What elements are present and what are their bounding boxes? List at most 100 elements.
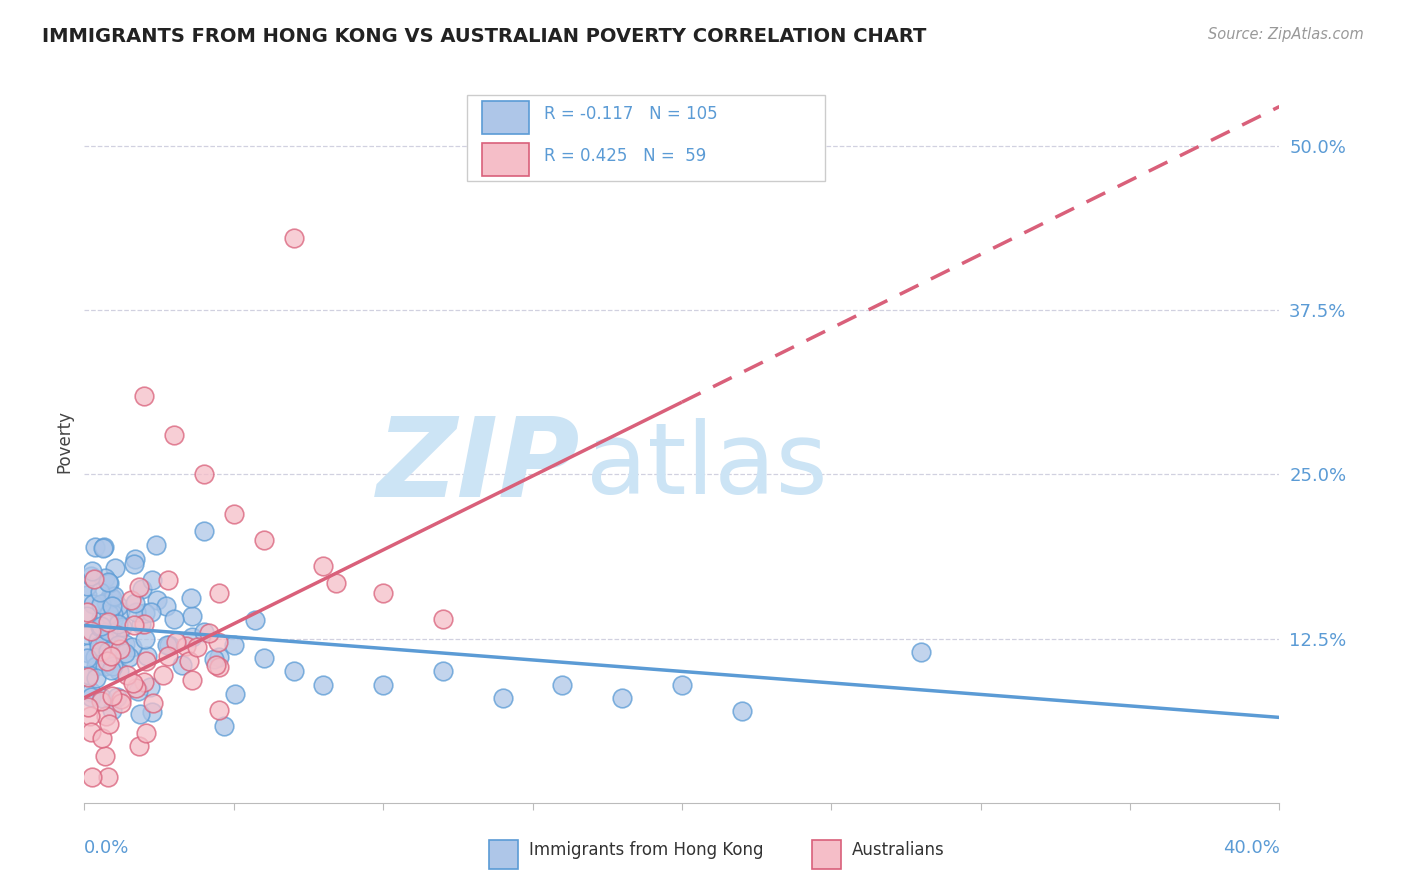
Point bbox=[97, 644, 120, 658]
Point bbox=[155, 599, 177, 613]
Point bbox=[84, 650, 107, 665]
Point bbox=[90, 611, 112, 625]
FancyBboxPatch shape bbox=[482, 101, 529, 135]
Point bbox=[104, 561, 127, 575]
Point bbox=[83, 541, 105, 555]
Point bbox=[432, 612, 454, 626]
Point bbox=[101, 614, 124, 628]
Point bbox=[91, 731, 114, 745]
Point bbox=[110, 692, 132, 706]
Point bbox=[180, 608, 202, 623]
Point bbox=[373, 585, 395, 599]
Point bbox=[283, 665, 305, 679]
Point bbox=[134, 607, 156, 621]
Point bbox=[204, 657, 226, 672]
Point bbox=[163, 428, 186, 442]
Point bbox=[90, 644, 112, 658]
Point bbox=[432, 665, 454, 679]
Point bbox=[79, 708, 101, 723]
Point bbox=[117, 668, 139, 682]
Point bbox=[100, 650, 122, 665]
FancyBboxPatch shape bbox=[467, 95, 825, 181]
Point bbox=[245, 613, 267, 627]
Point bbox=[208, 650, 231, 665]
Point bbox=[76, 700, 98, 714]
Point bbox=[97, 624, 120, 638]
Point bbox=[134, 632, 156, 646]
Point bbox=[139, 680, 162, 694]
Point bbox=[122, 557, 145, 571]
Point bbox=[122, 676, 145, 690]
Point bbox=[165, 634, 187, 648]
Point bbox=[283, 231, 305, 245]
Text: ZIP: ZIP bbox=[377, 413, 581, 520]
Point bbox=[551, 677, 574, 691]
Point bbox=[312, 677, 335, 691]
Point bbox=[107, 617, 129, 632]
Text: R = -0.117   N = 105: R = -0.117 N = 105 bbox=[544, 105, 718, 123]
Point bbox=[87, 640, 110, 654]
Point bbox=[90, 694, 112, 708]
Point bbox=[100, 663, 122, 677]
Point bbox=[208, 660, 231, 674]
Point bbox=[114, 637, 136, 651]
Point bbox=[94, 659, 117, 673]
Point bbox=[89, 584, 111, 599]
Point bbox=[157, 648, 180, 663]
Point bbox=[120, 592, 142, 607]
Point bbox=[141, 573, 163, 587]
Point bbox=[121, 640, 143, 654]
Point bbox=[100, 648, 122, 663]
Point bbox=[80, 725, 103, 739]
Point bbox=[181, 673, 204, 687]
Point bbox=[104, 630, 127, 644]
Point bbox=[101, 599, 124, 613]
Point bbox=[77, 627, 100, 641]
Point bbox=[118, 650, 141, 665]
Point bbox=[208, 586, 231, 600]
Text: 40.0%: 40.0% bbox=[1223, 838, 1279, 857]
Point bbox=[186, 640, 208, 654]
Point bbox=[107, 599, 129, 613]
Point bbox=[97, 575, 120, 590]
Point bbox=[181, 630, 204, 644]
Point bbox=[156, 638, 179, 652]
Point bbox=[83, 572, 105, 586]
Point bbox=[157, 573, 180, 587]
Point bbox=[224, 687, 246, 701]
Point bbox=[127, 684, 149, 698]
Point bbox=[98, 607, 121, 622]
Point bbox=[114, 646, 136, 660]
Point bbox=[373, 677, 395, 691]
Point bbox=[122, 618, 145, 632]
Point bbox=[671, 677, 693, 691]
Text: 0.0%: 0.0% bbox=[84, 838, 129, 857]
Point bbox=[207, 634, 229, 648]
Point bbox=[128, 580, 150, 594]
Point bbox=[84, 659, 107, 673]
Point bbox=[174, 639, 197, 653]
Point bbox=[89, 620, 111, 634]
Point bbox=[157, 638, 180, 652]
Point bbox=[101, 690, 124, 704]
Text: atlas: atlas bbox=[586, 418, 828, 516]
Point bbox=[79, 690, 101, 704]
Point bbox=[80, 568, 103, 582]
Point bbox=[76, 606, 98, 620]
Point bbox=[101, 591, 124, 606]
Point bbox=[202, 652, 225, 666]
Point bbox=[94, 595, 117, 609]
Point bbox=[212, 719, 235, 733]
Point bbox=[77, 670, 100, 684]
Point bbox=[111, 620, 134, 634]
Point bbox=[76, 588, 98, 602]
Point bbox=[163, 612, 186, 626]
Point bbox=[124, 552, 146, 566]
Point bbox=[90, 597, 112, 611]
Point bbox=[103, 607, 125, 621]
Point bbox=[94, 749, 117, 764]
FancyBboxPatch shape bbox=[489, 839, 519, 869]
Point bbox=[129, 616, 152, 631]
Point bbox=[207, 703, 229, 717]
Point bbox=[253, 651, 276, 665]
